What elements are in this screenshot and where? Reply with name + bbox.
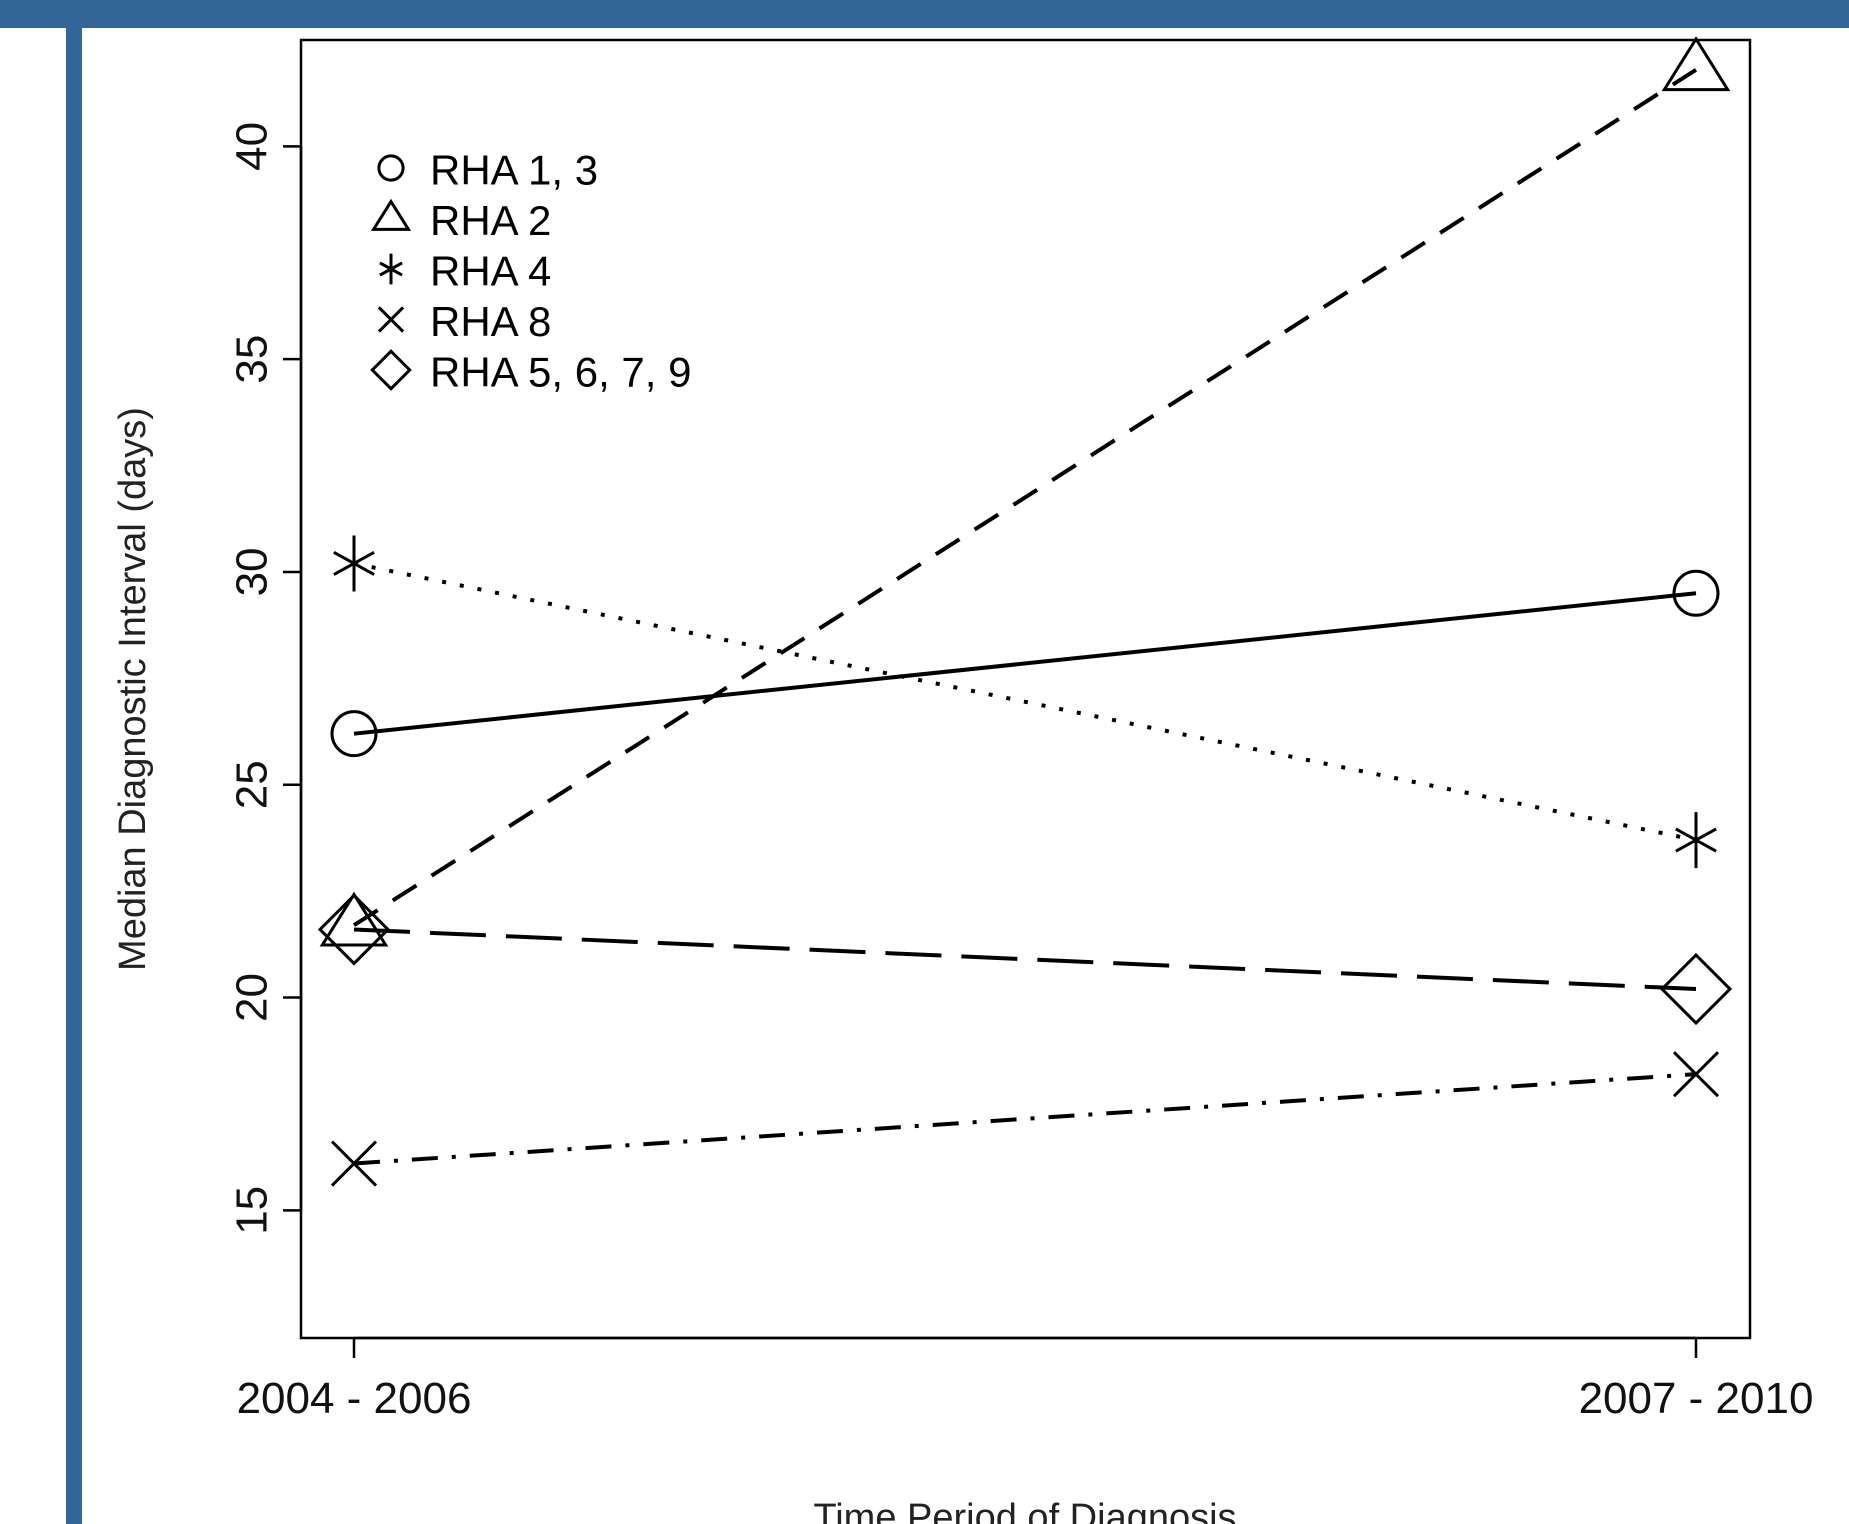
y-tick-label: 30 — [227, 547, 276, 596]
diamond-marker — [317, 893, 391, 966]
y-tick-label: 25 — [227, 760, 276, 809]
triangle-marker — [1661, 36, 1731, 92]
legend-triangle-icon — [370, 198, 412, 231]
y-tick-label: 35 — [227, 335, 276, 384]
asterisk-marker — [333, 535, 375, 592]
legend-asterisk-icon — [379, 253, 403, 285]
circle-marker — [330, 710, 378, 758]
series-markers — [317, 36, 1733, 1187]
series-line-2 — [352, 68, 1698, 927]
series-line-5 — [353, 927, 1697, 992]
y-axis: 15 20 25 30 35 40 — [227, 122, 303, 1235]
y-tick-label: 40 — [227, 122, 276, 171]
series-line-4 — [353, 1072, 1697, 1166]
y-axis-label: Median Diagnostic Interval (days) — [112, 407, 154, 971]
series-lines — [352, 68, 1698, 1166]
legend-label: RHA 1, 3 — [430, 147, 598, 194]
legend-label: RHA 2 — [430, 197, 551, 244]
y-tick-label: 20 — [227, 973, 276, 1022]
x-tick-label: 2007 - 2010 — [1579, 1374, 1814, 1423]
legend-label: RHA 4 — [430, 248, 551, 295]
legend-diamond-icon — [370, 349, 412, 391]
legend-label: RHA 8 — [430, 298, 551, 345]
series-line-3 — [353, 561, 1697, 843]
legend-circle-icon — [377, 154, 405, 182]
series-line-1 — [353, 591, 1697, 736]
legend-cross-icon — [377, 306, 405, 333]
diamond-marker — [1659, 952, 1733, 1026]
triangle-marker — [319, 891, 389, 947]
circle-marker — [1672, 569, 1720, 617]
legend-label: RHA 5, 6, 7, 9 — [430, 349, 691, 396]
x-tick-label: 2004 - 2006 — [237, 1374, 472, 1423]
cross-marker — [330, 1140, 378, 1187]
asterisk-marker — [1675, 812, 1717, 869]
cross-marker — [1672, 1051, 1720, 1098]
x-axis-label: Time Period of Diagnosis — [813, 1497, 1236, 1524]
y-tick-label: 15 — [227, 1186, 276, 1235]
chart-panel — [82, 28, 1849, 1524]
x-axis: 2004 - 2006 2007 - 2010 — [237, 1336, 1814, 1423]
left-side-panel — [0, 28, 66, 1524]
